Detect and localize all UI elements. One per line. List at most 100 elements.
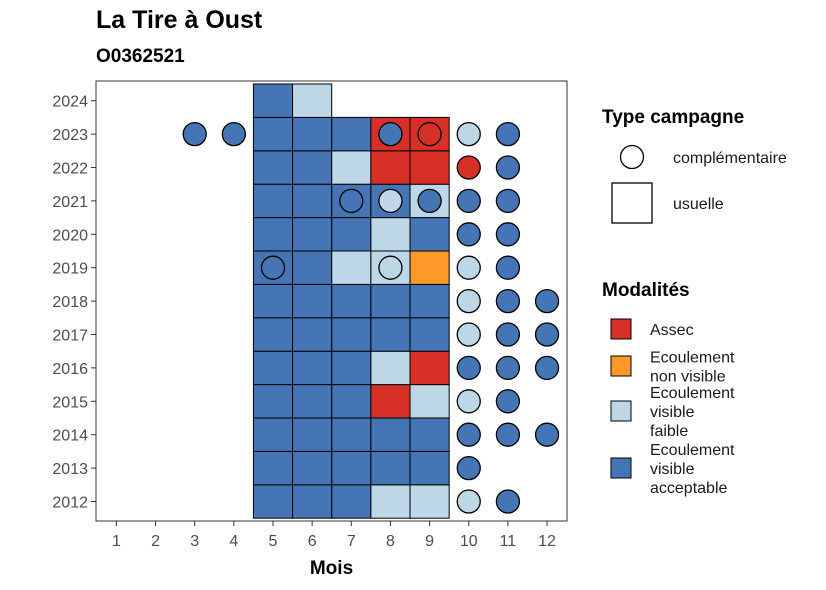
point-complementaire bbox=[417, 188, 442, 214]
tile-usuelle bbox=[370, 484, 411, 519]
tile-usuelle bbox=[370, 384, 411, 419]
point-complementaire bbox=[534, 288, 560, 314]
legend-type-title: Type campagne bbox=[602, 107, 744, 128]
y-tick-label: 2020 bbox=[52, 227, 88, 244]
tile-usuelle bbox=[252, 83, 294, 118]
tile-usuelle bbox=[252, 350, 294, 386]
tile-usuelle bbox=[252, 150, 294, 185]
x-tick-label: 1 bbox=[112, 533, 121, 550]
tile-usuelle bbox=[370, 450, 411, 486]
point-complementaire bbox=[534, 322, 560, 347]
point-complementaire bbox=[417, 121, 442, 147]
point-complementaire bbox=[456, 355, 481, 381]
x-tick-label: 12 bbox=[538, 533, 556, 550]
tile-usuelle bbox=[409, 217, 450, 252]
legend-color-key bbox=[610, 318, 632, 340]
point-complementaire bbox=[456, 489, 481, 514]
tile-usuelle bbox=[409, 150, 450, 185]
x-tick-label: 2 bbox=[151, 533, 160, 550]
legend-circle-key bbox=[619, 144, 645, 170]
point-complementaire bbox=[534, 422, 560, 447]
tile-usuelle bbox=[331, 283, 372, 319]
y-tick-label: 2021 bbox=[52, 194, 88, 211]
x-tick-label: 10 bbox=[460, 533, 478, 550]
point-complementaire bbox=[456, 255, 481, 280]
tile-usuelle bbox=[292, 116, 333, 152]
tile-usuelle bbox=[370, 150, 411, 185]
point-complementaire bbox=[495, 121, 521, 147]
tile-usuelle bbox=[292, 183, 333, 219]
point-complementaire bbox=[221, 121, 247, 147]
tile-usuelle bbox=[331, 250, 372, 285]
point-complementaire bbox=[260, 255, 286, 280]
tile-usuelle bbox=[331, 417, 372, 452]
y-tick-label: 2016 bbox=[52, 361, 88, 378]
legend-square-key bbox=[611, 182, 653, 224]
point-complementaire bbox=[495, 288, 521, 314]
y-axis: 2012 2013 2014 2015 2016 2017 2018 2019 2020 2021… bbox=[52, 94, 96, 512]
point-complementaire bbox=[378, 255, 403, 280]
tile-usuelle bbox=[292, 384, 333, 419]
tile-usuelle bbox=[292, 484, 333, 519]
point-complementaire bbox=[495, 422, 521, 447]
complementaire-points-layer bbox=[182, 121, 560, 514]
tile-usuelle bbox=[292, 217, 333, 252]
point-complementaire bbox=[182, 121, 207, 147]
x-tick-label: 8 bbox=[386, 533, 395, 550]
point-complementaire bbox=[378, 188, 403, 214]
point-complementaire bbox=[456, 389, 481, 414]
point-complementaire bbox=[495, 255, 521, 280]
legend-type-campagne: Type campagne complémentaire usuelle bbox=[602, 107, 787, 224]
point-complementaire bbox=[456, 455, 481, 481]
tile-usuelle bbox=[292, 83, 333, 118]
tile-usuelle bbox=[252, 417, 294, 452]
point-complementaire bbox=[456, 322, 481, 347]
legend-modalite-label: Ecoulement visible faible bbox=[650, 385, 735, 440]
tile-usuelle bbox=[409, 283, 450, 319]
legend-type-label: complémentaire bbox=[673, 150, 787, 167]
point-complementaire bbox=[534, 355, 560, 381]
tile-usuelle bbox=[252, 217, 294, 252]
tile-usuelle bbox=[252, 317, 294, 352]
x-tick-label: 5 bbox=[269, 533, 278, 550]
legend-modalite-label: Ecoulement visible acceptable bbox=[650, 442, 735, 497]
x-axis-title: Mois bbox=[310, 558, 353, 579]
legend-modalites-title: Modalités bbox=[602, 280, 690, 301]
tile-usuelle bbox=[331, 317, 372, 352]
point-complementaire bbox=[456, 288, 481, 314]
tile-usuelle bbox=[252, 450, 294, 486]
x-tick-label: 7 bbox=[347, 533, 356, 550]
y-tick-label: 2014 bbox=[52, 428, 88, 445]
tile-usuelle bbox=[252, 384, 294, 419]
tile-usuelle bbox=[409, 384, 450, 419]
chart-subtitle: O0362521 bbox=[96, 46, 185, 67]
legend-color-key bbox=[610, 355, 632, 377]
y-tick-label: 2013 bbox=[52, 461, 88, 478]
tile-usuelle bbox=[409, 317, 450, 352]
usuelle-tiles-layer bbox=[252, 83, 450, 519]
tile-usuelle bbox=[409, 250, 450, 285]
legend-modalite-label: Assec bbox=[650, 322, 694, 339]
tile-usuelle bbox=[331, 350, 372, 386]
x-axis: 1 2 3 4 5 6 7 8 9 10 11 12 bbox=[112, 521, 556, 550]
tile-usuelle bbox=[331, 217, 372, 252]
x-tick-label: 11 bbox=[500, 533, 517, 550]
tile-usuelle bbox=[409, 350, 450, 386]
point-complementaire bbox=[456, 155, 481, 180]
point-complementaire bbox=[456, 222, 481, 247]
tile-usuelle bbox=[292, 150, 333, 185]
tile-usuelle bbox=[331, 116, 372, 152]
point-complementaire bbox=[456, 121, 481, 147]
tile-usuelle bbox=[409, 450, 450, 486]
legend-color-key bbox=[610, 400, 632, 422]
point-complementaire bbox=[339, 188, 364, 214]
tile-usuelle bbox=[370, 417, 411, 452]
point-complementaire bbox=[495, 155, 521, 180]
point-complementaire bbox=[495, 188, 521, 214]
point-complementaire bbox=[495, 355, 521, 381]
tile-usuelle bbox=[331, 484, 372, 519]
legend-type-label: usuelle bbox=[673, 196, 724, 213]
y-tick-label: 2018 bbox=[52, 294, 88, 311]
